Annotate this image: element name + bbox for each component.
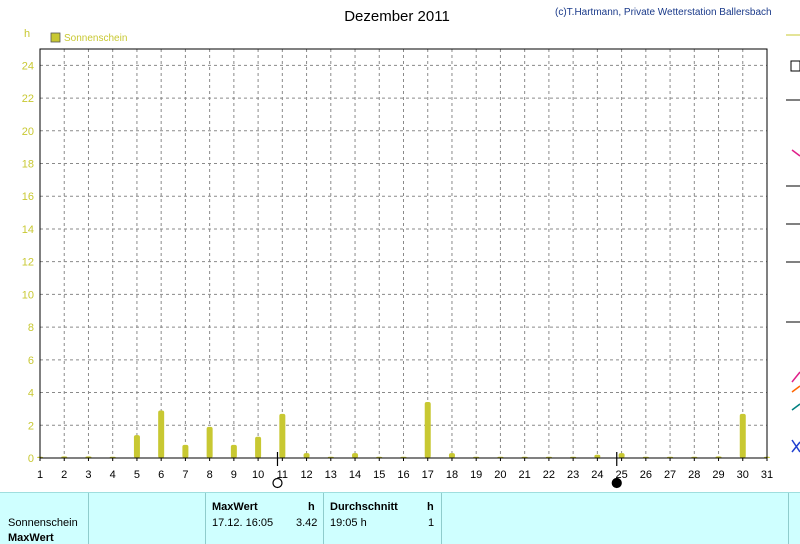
moon-new-icon [611,477,622,489]
y-tick-label-12: 24 [22,60,34,72]
bar-day-11 [279,413,286,458]
bar-day-18 [448,453,455,458]
x-tick-label-13: 14 [349,469,361,481]
x-tick-label-7: 8 [207,469,213,481]
x-tick-label-4: 5 [134,469,140,481]
x-tick-label-16: 17 [422,469,434,481]
bar-day-8 [206,426,213,458]
bar-day-12 [303,453,310,458]
y-tick-label-10: 20 [22,126,34,138]
plot-frame [39,48,768,459]
y-tick-label-4: 8 [28,322,34,334]
bar-day-7 [182,444,189,458]
x-tick-label-22: 23 [567,469,579,481]
max-header: MaxWert [212,501,258,513]
y-tick-label-7: 14 [22,224,34,236]
moon-phases [272,452,622,489]
y-tick-label-1: 2 [28,420,34,432]
x-tick-labels: 1 2 3 4 5 6 7 8 9 10 11 12 13 14 15 16 17 18 19 20 21 22 23 24 2… [37,458,773,481]
y-tick-label-3: 6 [28,355,34,367]
x-tick-label-6: 7 [182,469,188,481]
x-tick-label-24: 25 [615,469,627,481]
x-tick-label-29: 30 [737,469,749,481]
copyright-text: (c)T.Hartmann, Private Wetterstation Bal… [555,7,772,18]
avg-time: 19:05 h [330,517,367,529]
x-tick-label-0: 1 [37,469,43,481]
x-tick-label-2: 3 [85,469,91,481]
legend-label: Sonnenschein [64,33,127,44]
x-tick-label-27: 28 [688,469,700,481]
moon-full-icon [272,477,283,489]
y-axis-unit: h [24,28,30,40]
x-tick-label-3: 4 [110,469,116,481]
y-tick-label-9: 18 [22,159,34,171]
x-tick-label-30: 31 [761,469,773,481]
x-tick-label-18: 19 [470,469,482,481]
bar-day-9 [230,444,237,458]
y-tick-label-11: 22 [22,93,34,105]
y-tick-label-6: 12 [22,257,34,269]
bars [37,402,770,458]
bar-day-6 [158,410,165,458]
grid [40,49,767,458]
chart-title: Dezember 2011 [344,8,450,25]
bar-day-25 [618,453,625,458]
x-tick-label-20: 21 [519,469,531,481]
x-tick-label-19: 20 [494,469,506,481]
bar-day-14 [352,453,359,458]
x-tick-label-28: 29 [712,469,724,481]
x-tick-label-14: 15 [373,469,385,481]
x-tick-label-8: 9 [231,469,237,481]
x-tick-label-25: 26 [640,469,652,481]
max-time: 17.12. 16:05 [212,517,274,529]
x-tick-label-26: 27 [664,469,676,481]
avg-header: Durchschnitt [330,501,398,513]
legend: Sonnenschein [50,32,127,44]
x-tick-label-1: 2 [61,469,67,481]
bar-day-5 [133,435,140,458]
legend-swatch [50,32,61,43]
x-tick-label-21: 22 [543,469,555,481]
sunshine-chart: Dezember 2011 (c)T.Hartmann, Private Wet… [22,7,800,489]
x-tick-label-15: 16 [397,469,409,481]
row-label-sunshine: Sonnenschein [8,517,78,529]
row-label-maxwert: MaxWert [8,532,54,544]
avg-unit: h [427,501,434,513]
bar-day-17 [424,402,431,458]
x-tick-label-23: 24 [591,469,603,481]
x-tick-label-10: 11 [277,469,288,481]
x-tick-label-12: 13 [325,469,337,481]
max-unit: h [308,501,315,513]
right-edge-marks [786,34,800,453]
y-tick-label-0: 0 [28,453,34,465]
y-tick-label-2: 4 [28,388,34,400]
max-value: 3.42 [296,517,318,529]
y-tick-label-5: 10 [22,289,34,301]
y-tick-label-8: 16 [22,191,34,203]
avg-value: 1 [428,517,435,529]
x-tick-label-9: 10 [252,469,264,481]
stats-panel: Sonnenschein MaxWert MaxWert h 17.12. 16… [0,492,800,544]
x-tick-label-5: 6 [158,469,164,481]
bar-day-30 [739,413,746,458]
x-tick-label-17: 18 [446,469,458,481]
bar-day-24 [594,454,601,458]
x-tick-label-11: 12 [300,469,312,481]
bar-day-10 [255,436,262,458]
